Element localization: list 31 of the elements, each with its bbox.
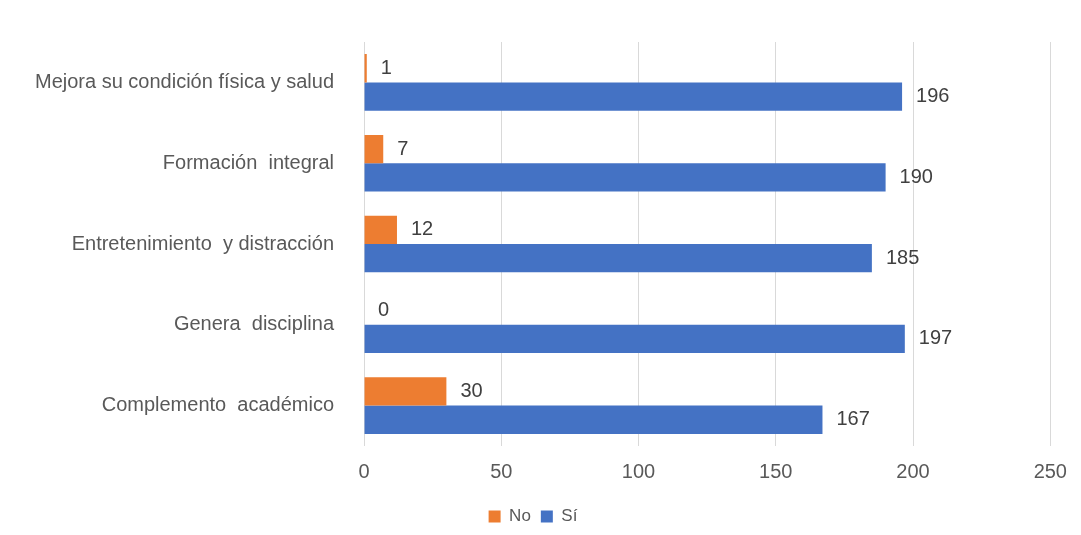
bar: [364, 377, 447, 406]
x-tick-label: 200: [896, 459, 930, 482]
legend-label: No: [509, 506, 531, 526]
x-tick-label: 50: [490, 459, 513, 482]
y-tick-label: Formación integral: [162, 150, 335, 173]
data-label: 30: [460, 378, 483, 401]
x-tick-label: 250: [1033, 459, 1067, 482]
data-label: 167: [836, 407, 870, 430]
bar: [364, 163, 886, 192]
data-label: 7: [397, 136, 409, 159]
y-tick-label: Genera disciplina: [173, 312, 335, 335]
bar: [364, 134, 384, 164]
y-tick-label: Entretenimiento y distracción: [71, 231, 335, 254]
y-tick-label: Complemento académico: [101, 393, 335, 416]
x-tick-label: 100: [621, 459, 656, 482]
x-tick-label: 150: [759, 459, 793, 482]
bar: [364, 324, 905, 354]
x-tick-label: 0: [358, 459, 370, 482]
data-label: 197: [918, 326, 953, 349]
bar: [364, 215, 397, 244]
data-label: 185: [885, 245, 920, 268]
legend-label: Sí: [561, 506, 578, 526]
data-label: 0: [378, 298, 390, 321]
data-label: 1: [380, 55, 392, 78]
y-tick-label: Mejora su condición física y salud: [34, 69, 335, 92]
bar: [364, 244, 872, 273]
data-label: 196: [916, 84, 950, 107]
data-label: 190: [899, 164, 933, 187]
data-label: 12: [410, 217, 434, 240]
bar: [364, 82, 903, 111]
bar: [364, 405, 823, 434]
